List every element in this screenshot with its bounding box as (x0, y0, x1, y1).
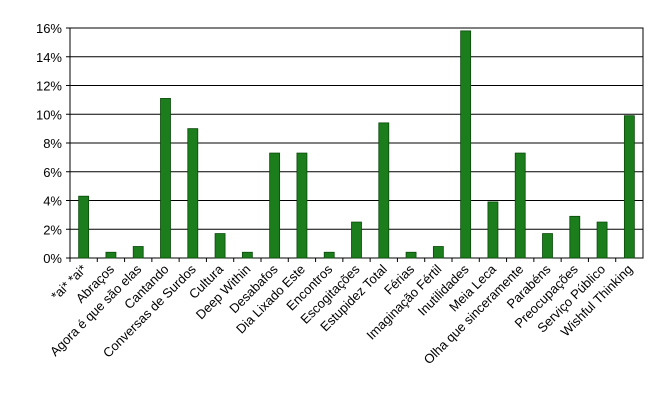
bar (296, 152, 308, 259)
bar (351, 221, 362, 259)
bar (460, 30, 472, 259)
bar (487, 201, 499, 259)
y-tick-label: 12% (36, 79, 62, 94)
bar (623, 115, 635, 259)
bar (269, 152, 281, 259)
bar (132, 246, 144, 259)
y-tick-label: 8% (43, 136, 62, 151)
y-tick-label: 0% (43, 251, 62, 266)
y-tick-label: 16% (36, 21, 62, 36)
bar (160, 98, 171, 259)
y-tick-label: 6% (43, 165, 62, 180)
y-tick-label: 4% (43, 194, 62, 209)
bar (514, 152, 526, 259)
bar (323, 251, 335, 259)
bar (78, 195, 90, 259)
y-tick-label: 2% (43, 222, 62, 237)
bar (105, 251, 117, 259)
bar (214, 233, 226, 259)
bar (542, 233, 553, 259)
bar (187, 128, 199, 259)
y-tick-label: 14% (36, 50, 62, 65)
bar (432, 246, 444, 259)
bar (569, 215, 581, 259)
bar (405, 251, 417, 259)
bar (378, 122, 390, 259)
bar (241, 251, 253, 259)
bar (596, 221, 608, 259)
y-tick-label: 10% (36, 107, 62, 122)
